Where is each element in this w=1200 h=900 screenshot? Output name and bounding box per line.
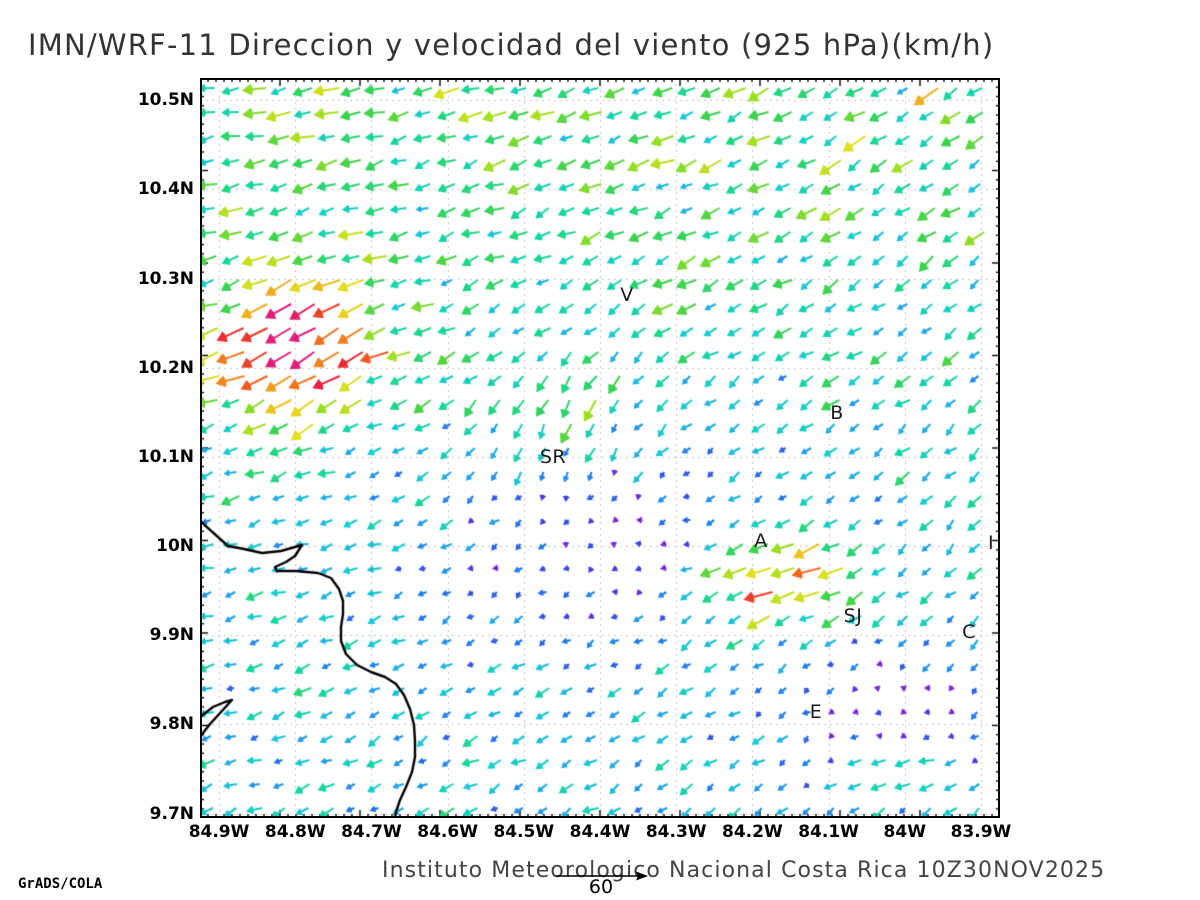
- map-label-b: B: [830, 402, 844, 424]
- wind-vector-plot: [200, 78, 1000, 818]
- x-axis-tick-label: 84W: [883, 822, 926, 842]
- map-label-c: C: [962, 621, 976, 643]
- x-axis-tick-label: 84.3W: [645, 822, 707, 842]
- map-label-e: E: [809, 701, 823, 723]
- wind-vector-field: [200, 78, 1000, 818]
- x-axis-tick-label: 84.1W: [798, 822, 859, 842]
- map-label-sj: SJ: [843, 605, 863, 627]
- y-axis-tick-label: 10N: [156, 536, 194, 557]
- x-axis-tick-label: 84.5W: [493, 822, 555, 842]
- y-axis-tick-label: 9.7N: [149, 803, 194, 824]
- map-label-a: A: [754, 530, 768, 552]
- x-axis-tick-label: 84.6W: [417, 822, 478, 842]
- x-axis-tick-label: 84.2W: [722, 822, 783, 842]
- y-axis-tick-label: 10.1N: [137, 446, 194, 467]
- x-axis-tick-label: 84.9W: [188, 822, 250, 842]
- page-title: IMN/WRF-11 Direccion y velocidad del vie…: [28, 28, 995, 62]
- y-axis-tick-label: 10.5N: [137, 90, 194, 111]
- x-axis-tick-label: 84.8W: [264, 822, 326, 842]
- map-label-v: V: [620, 284, 634, 306]
- x-axis-tick-label: 84.4W: [569, 822, 631, 842]
- x-axis-tick-label: 84.7W: [341, 822, 402, 842]
- y-axis-tick-label: 10.4N: [137, 179, 194, 200]
- y-axis-tick-label: 10.2N: [137, 357, 194, 378]
- reference-vector-label: 60: [588, 876, 614, 898]
- map-label-sr: SR: [539, 446, 567, 468]
- map-label-i: I: [987, 532, 995, 554]
- y-axis-tick-label: 9.8N: [149, 714, 194, 735]
- plot-frame: [200, 78, 1000, 818]
- footer-institution: Instituto Meteorologico Nacional Costa R…: [382, 858, 1106, 883]
- y-axis-tick-label: 10.3N: [137, 268, 194, 289]
- y-axis-tick-label: 9.9N: [149, 625, 194, 646]
- reference-vector-arrow: [556, 871, 648, 881]
- x-axis-tick-label: 83.9W: [950, 822, 1012, 842]
- grads-credit: GrADS/COLA: [18, 876, 103, 892]
